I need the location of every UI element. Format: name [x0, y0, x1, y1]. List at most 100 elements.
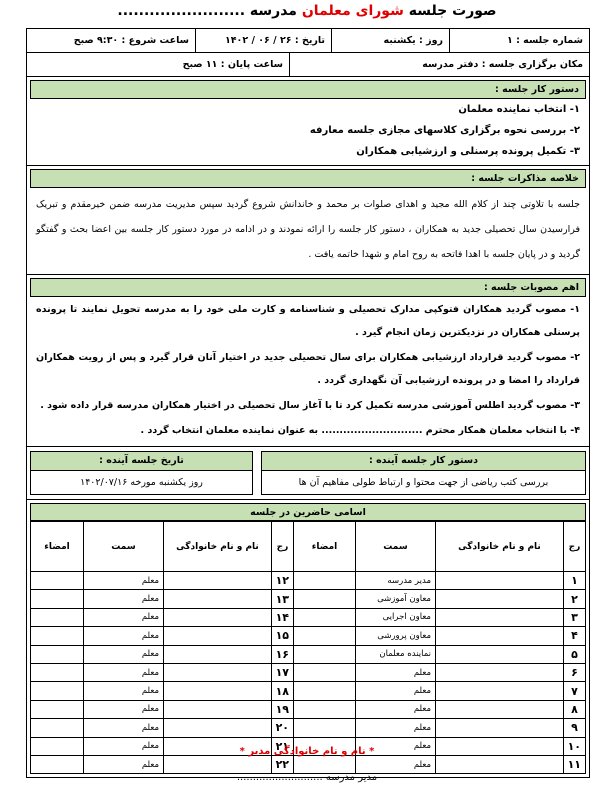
title-council: شورای معلمان [301, 3, 404, 19]
attendee-row: ۷ معلم ۱۸ معلم [30, 681, 586, 701]
attendee-signature [293, 662, 356, 683]
attendee-name [435, 607, 564, 628]
agenda-list: ۱- انتخاب نماینده معلمان ۲- بررسی نحوه بر… [30, 99, 586, 162]
attendee-signature [30, 718, 84, 738]
attendee-row: ۱۱ معلم ۲۲ معلم [30, 754, 586, 775]
resolutions-list: ۱- مصوب گردید همکاران فتوکپی مدارک تحصیل… [30, 297, 586, 443]
row-number: ۷ [563, 681, 586, 701]
title-prefix: صورت جلسه [408, 3, 497, 19]
column-header: رج [563, 521, 586, 572]
resolution-item: ۳- مصوب گردید اطلس آموزشی مدرسه تکمیل کر… [40, 400, 580, 411]
title-school: مدرسه ........................ [117, 3, 297, 19]
row-number: ۱۱ [563, 754, 586, 775]
attendee-row: ۹ معلم ۲۰ معلم [30, 718, 586, 738]
attendee-role: معلم [83, 699, 164, 720]
attendee-row: ۸ معلم ۱۹ معلم [30, 699, 586, 720]
attendee-role: مدیر مدرسه [355, 570, 436, 591]
attendee-signature [293, 626, 356, 646]
attendee-signature [30, 662, 84, 683]
attendee-signature [293, 607, 356, 628]
attendee-signature [30, 699, 84, 720]
principal: مدیر مدرسه ........................... [236, 772, 378, 783]
attendee-signature [30, 644, 84, 664]
attendee-name [163, 662, 272, 683]
attendee-name [435, 718, 564, 738]
attendee-signature [30, 681, 84, 701]
attendee-signature [293, 644, 356, 664]
attendee-row: ۱۰ معلم ۲۱ معلم [30, 736, 586, 756]
row-number: ۱۵ [271, 626, 294, 646]
attendee-signature [30, 754, 84, 775]
next-agenda-title: دستور کار جلسه آینده : [262, 452, 585, 471]
attendee-role: معلم [83, 718, 164, 738]
next-date: تاریخ جلسه آینده : روز یکشنبه مورخه ۱۴۰۲… [30, 451, 253, 495]
attendee-name [435, 589, 564, 609]
attendee-row: ۵ نماینده معلمان ۱۶ معلم [30, 644, 586, 664]
attendee-row: ۲ معاون آموزشی ۱۳ معلم [30, 589, 586, 609]
attendee-signature [293, 754, 356, 775]
attendee-signature [293, 718, 356, 738]
attendee-signature [30, 570, 84, 591]
title: صورت جلسه شورای معلمان مدرسه ...........… [0, 3, 614, 19]
column-header: رج [271, 521, 294, 572]
next-date-text: روز یکشنبه مورخه ۱۴۰۲/۰۷/۱۶ [80, 477, 203, 488]
attendee-role: معلم [355, 699, 436, 720]
attendee-role: معاون اجرایی [355, 607, 436, 628]
attendee-role: نماینده معلمان [355, 644, 436, 664]
attendees-table: رج نام و نام خانوادگی سمت امضاء رج نام و نام … [30, 521, 586, 775]
attendee-name [163, 699, 272, 720]
attendee-role: معلم [83, 662, 164, 683]
discussion-title: خلاصه مذاکرات جلسه : [30, 169, 586, 188]
date: تاریخ : ۲۶ / ۰۶ / ۱۴۰۲ [195, 29, 331, 52]
row-number: ۲۲ [271, 754, 294, 775]
attendee-name [163, 644, 272, 664]
next-meeting: دستور کار جلسه آینده : بررسی کتب ریاضی ا… [27, 447, 589, 500]
attendee-name [163, 681, 272, 701]
attendee-signature [30, 589, 84, 609]
resolution-item: ۲- مصوب گردید قرارداد ارزشیابی همکاران ب… [36, 352, 580, 386]
attendee-role: معلم [83, 626, 164, 646]
attendee-name [163, 754, 272, 775]
attendee-row: ۱ مدیر مدرسه ۱۲ معلم [30, 570, 586, 591]
session-number: شماره جلسه : ۱ [449, 29, 589, 52]
row-number: ۴ [563, 626, 586, 646]
end-time: ساعت پایان : ۱۱ صبح [182, 59, 283, 70]
attendee-row: ۶ معلم ۱۷ معلم [30, 662, 586, 683]
attendee-role: معلم [83, 570, 164, 591]
day: روز : یکشنبه [331, 29, 449, 52]
row-number: ۳ [563, 607, 586, 628]
row-number: ۶ [563, 662, 586, 683]
row-number: ۱۳ [271, 589, 294, 609]
agenda-item: ۳- تکمیل پرونده پرسنلی و ارزشیابی همکارا… [356, 146, 580, 157]
attendee-role: معلم [355, 681, 436, 701]
attendee-role: معاون پرورشی [355, 626, 436, 646]
attendee-signature [30, 607, 84, 628]
principal-signature-label: * نام و نام خانوادگی مدیر * [239, 746, 375, 757]
attendee-signature [293, 699, 356, 720]
row-number: ۹ [563, 718, 586, 738]
attendee-name [435, 626, 564, 646]
start-time: ساعت شروع : ۹:۳۰ صبح [73, 35, 189, 46]
form: شماره جلسه : ۱ روز : یکشنبه تاریخ : ۲۶ /… [26, 28, 590, 779]
attendee-signature [30, 626, 84, 646]
row-number: ۱ [563, 570, 586, 591]
column-header: نام و نام خانوادگی [435, 521, 564, 572]
agenda-item: ۱- انتخاب نماینده معلمان [458, 104, 580, 115]
row-number: ۲ [563, 589, 586, 609]
attendee-name [435, 699, 564, 720]
attendee-role: معلم [355, 718, 436, 738]
attendee-role: معاون آموزشی [355, 589, 436, 609]
column-header: سمت [83, 521, 164, 572]
info-row: شماره جلسه : ۱ روز : یکشنبه تاریخ : ۲۶ /… [27, 29, 589, 53]
column-header: سمت [355, 521, 436, 572]
attendees-title: اسامی حاضرین در جلسه [30, 503, 586, 521]
attendee-role: معلم [83, 607, 164, 628]
row-number: ۸ [563, 699, 586, 720]
attendee-name [435, 570, 564, 591]
attendees: اسامی حاضرین در جلسه رج نام و نام خانوادگ… [27, 503, 589, 777]
row-number: ۱۶ [271, 644, 294, 664]
row-number: ۱۹ [271, 699, 294, 720]
next-agenda: دستور کار جلسه آینده : بررسی کتب ریاضی ا… [261, 451, 586, 495]
row-number: ۵ [563, 644, 586, 664]
